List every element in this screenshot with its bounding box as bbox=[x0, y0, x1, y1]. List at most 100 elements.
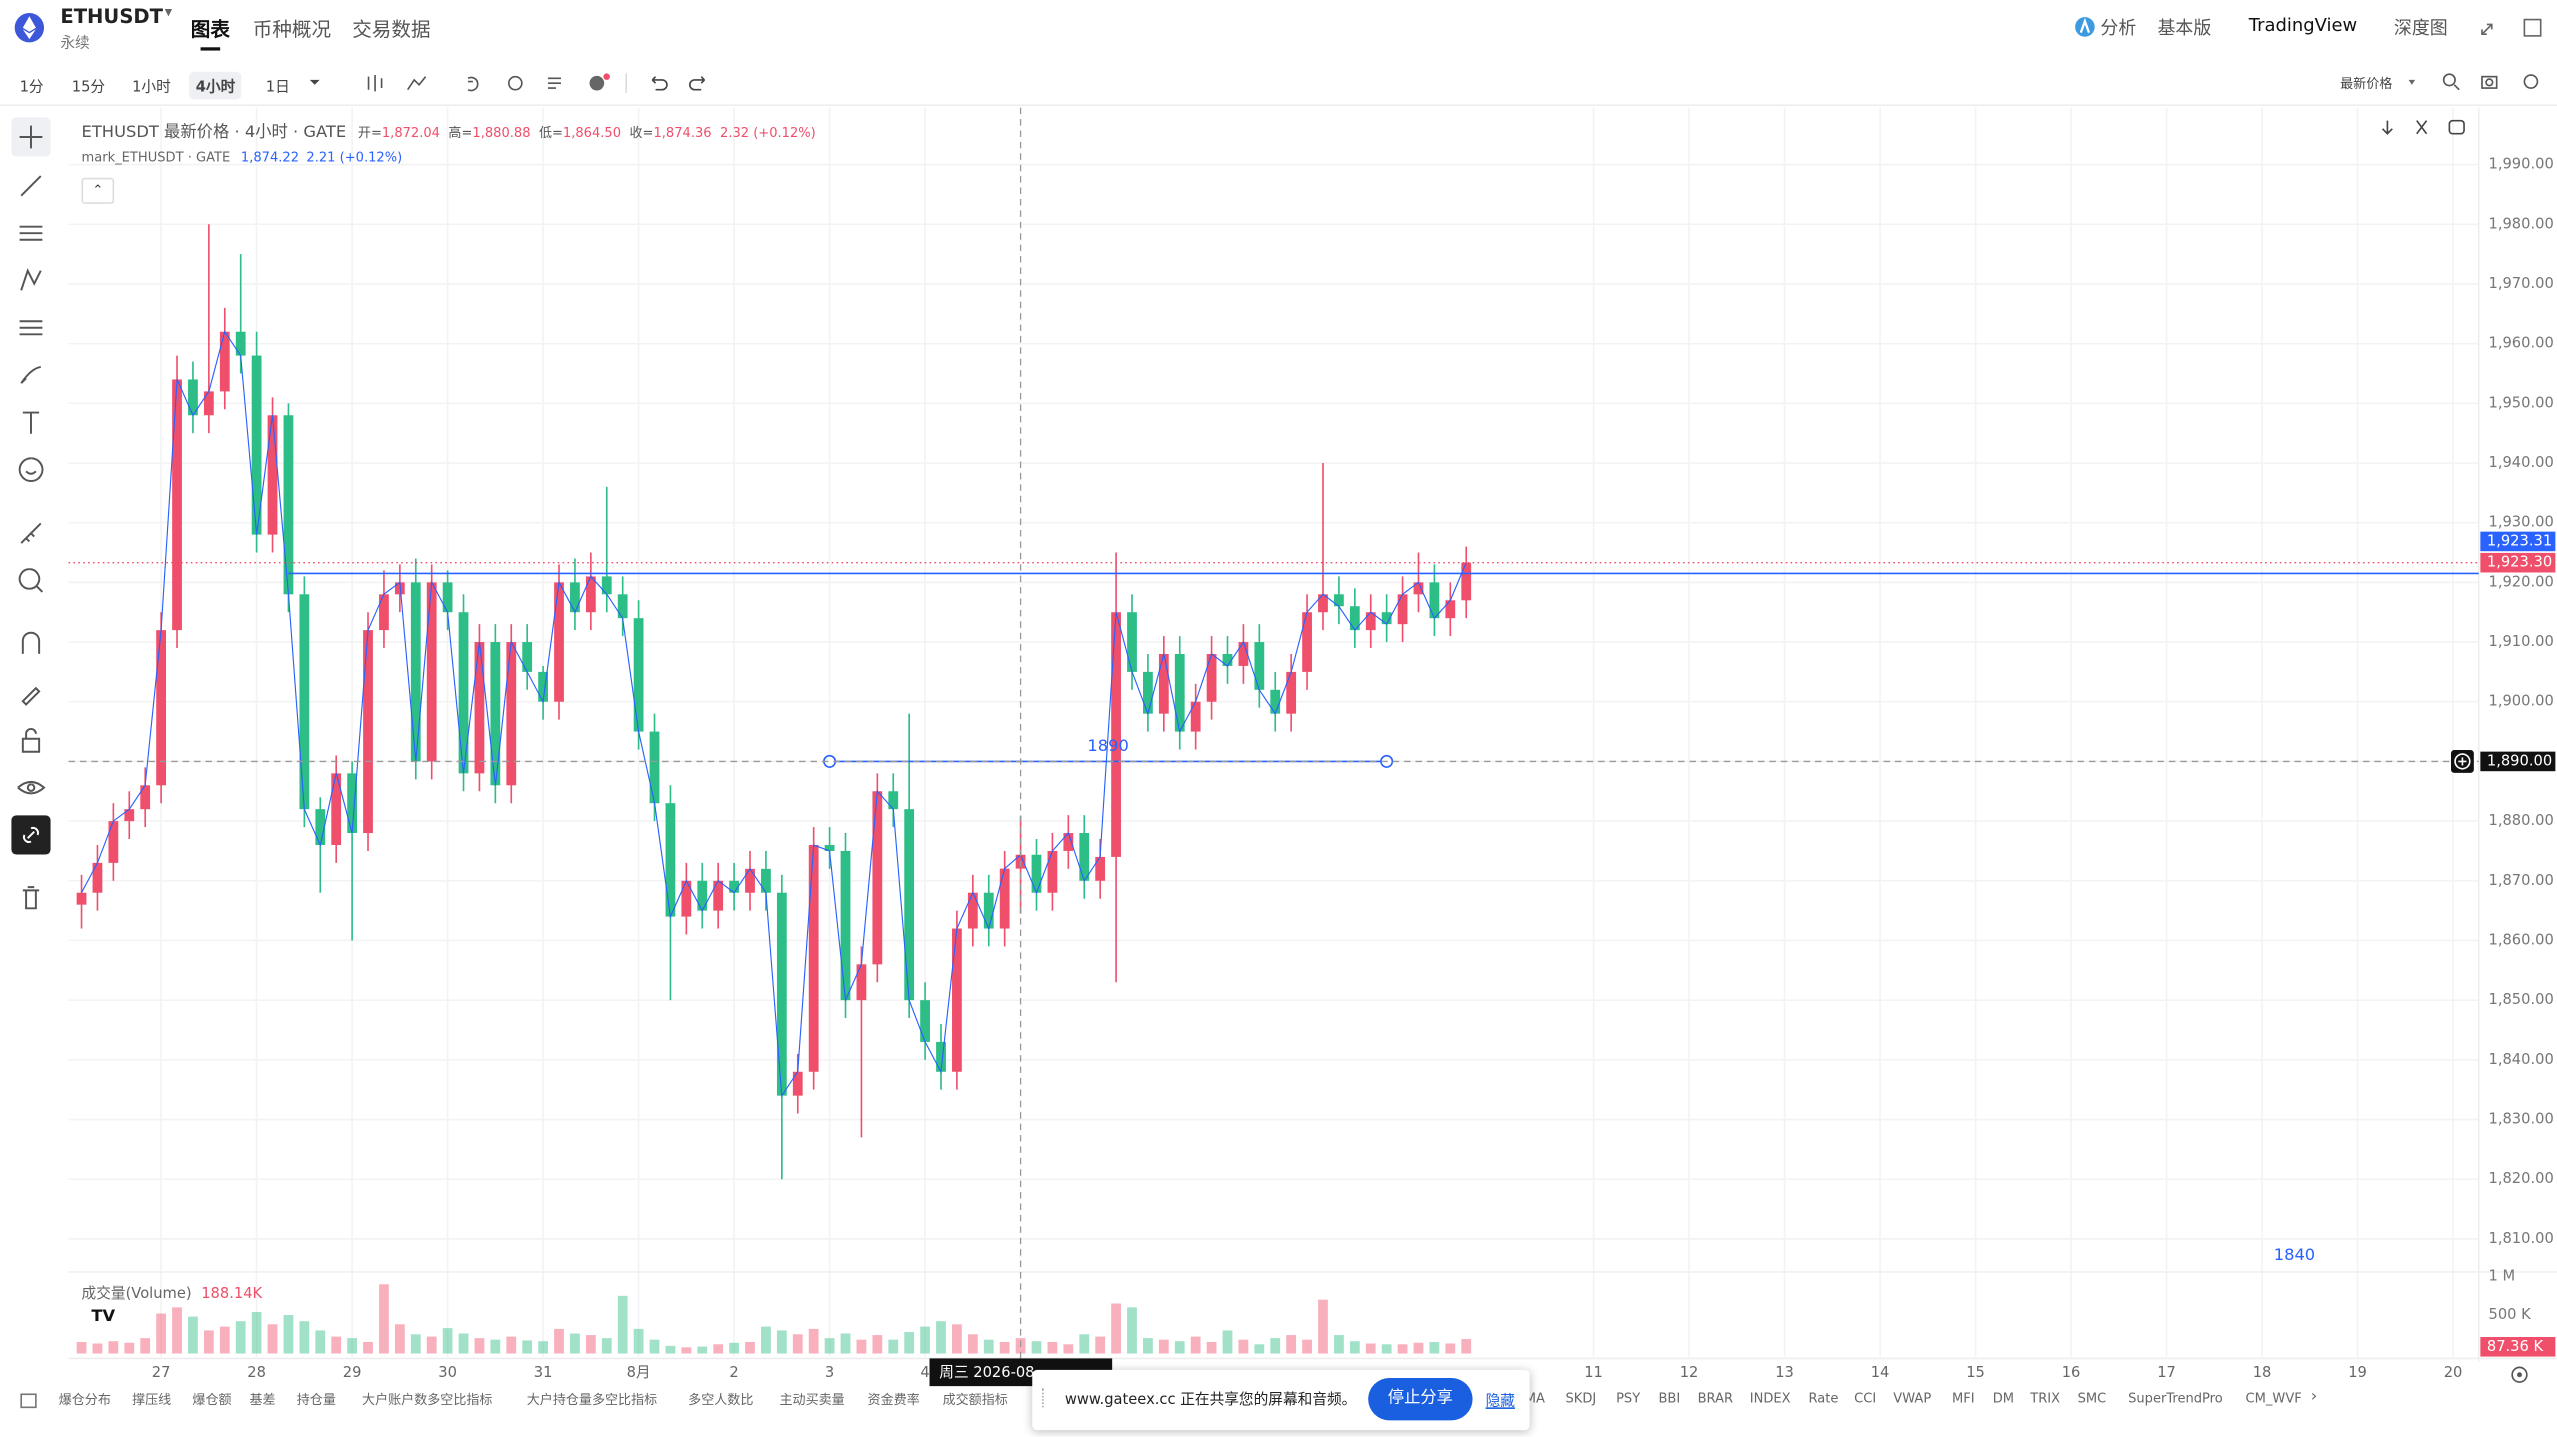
link[interactable]: TradingView bbox=[2248, 14, 2358, 36]
stop-share-button[interactable]: 停止分享 bbox=[1368, 1377, 1473, 1421]
calendar-icon[interactable] bbox=[20, 1391, 40, 1411]
settings-icon[interactable] bbox=[2508, 1363, 2531, 1386]
more-arrow[interactable]: › bbox=[2310, 1387, 2318, 1406]
volume-bar bbox=[936, 1321, 946, 1354]
tab[interactable]: 交易数据 bbox=[352, 17, 431, 41]
mark-price-line bbox=[81, 330, 1467, 1098]
indicator-tab[interactable]: BRAR bbox=[1697, 1391, 1734, 1406]
tool-button[interactable] bbox=[11, 877, 50, 916]
candle-body bbox=[347, 773, 358, 834]
interval[interactable]: 1日 bbox=[265, 79, 290, 97]
candle-body bbox=[840, 850, 851, 1001]
tool-button[interactable] bbox=[11, 166, 50, 205]
legend-open: 1,872.04 bbox=[381, 125, 440, 141]
tool-button[interactable] bbox=[11, 356, 50, 395]
volume-bar bbox=[1318, 1299, 1328, 1354]
indicator-tab[interactable]: Rate bbox=[1808, 1391, 1839, 1406]
symbol-caret[interactable]: ▾ bbox=[164, 4, 173, 22]
interval[interactable]: 15分 bbox=[71, 79, 106, 97]
divider bbox=[0, 104, 2557, 106]
indicator-tab[interactable]: SuperTrendPro bbox=[2128, 1391, 2223, 1406]
volume-bar bbox=[538, 1341, 548, 1354]
indicator-tab[interactable]: 持仓量 bbox=[296, 1392, 336, 1408]
link[interactable]: 基本版 bbox=[2157, 17, 2212, 40]
window-icons[interactable] bbox=[2479, 18, 2552, 38]
tool-button[interactable] bbox=[11, 261, 50, 300]
indicator-tab[interactable]: MA bbox=[1524, 1391, 1545, 1406]
indicator-tab[interactable]: 爆仓分布 bbox=[58, 1392, 111, 1408]
indicator-tab[interactable]: SKDJ bbox=[1565, 1391, 1597, 1406]
indicator-tab[interactable]: 主动买卖量 bbox=[779, 1392, 845, 1408]
tool-button[interactable] bbox=[11, 815, 51, 855]
price-source[interactable]: 最新价格 bbox=[2340, 76, 2393, 92]
x-tick-label: 27 bbox=[152, 1364, 171, 1381]
tab[interactable]: 图表 bbox=[190, 17, 230, 41]
candle-body bbox=[108, 821, 119, 863]
hide-link[interactable]: 隐藏 bbox=[1485, 1394, 1515, 1411]
interval[interactable]: 1分 bbox=[19, 79, 44, 97]
tool-button[interactable] bbox=[11, 214, 50, 253]
tool-button[interactable] bbox=[11, 561, 50, 600]
volume-bar bbox=[697, 1346, 708, 1354]
mark-change: 2.21 (+0.12%) bbox=[306, 150, 403, 165]
tool-button[interactable] bbox=[11, 625, 50, 664]
x-tick-label: 30 bbox=[438, 1364, 457, 1381]
indicator-tab[interactable]: 爆仓额 bbox=[192, 1392, 232, 1408]
indicator-tab[interactable]: MFI bbox=[1951, 1391, 1975, 1406]
tool-button[interactable] bbox=[11, 308, 50, 347]
indicator-tab[interactable]: CM_WVF bbox=[2245, 1391, 2302, 1406]
tool-button[interactable] bbox=[11, 450, 50, 489]
candle-body bbox=[379, 594, 389, 631]
tool-button[interactable] bbox=[11, 768, 50, 807]
indicator-tab[interactable]: 资金费率 bbox=[867, 1392, 920, 1408]
volume-bar bbox=[1334, 1335, 1344, 1354]
interval[interactable]: 1小时 bbox=[132, 79, 171, 97]
indicator-tab[interactable]: CCI bbox=[1854, 1391, 1877, 1406]
symbol[interactable]: ETHUSDT bbox=[60, 4, 164, 28]
tab[interactable]: 币种概况 bbox=[252, 17, 332, 41]
candle-body bbox=[1302, 612, 1312, 672]
indicator-tab[interactable]: VWAP bbox=[1893, 1391, 1932, 1406]
candle-body bbox=[1222, 653, 1233, 666]
drag-handle[interactable] bbox=[1042, 1387, 1047, 1408]
candle-body bbox=[458, 612, 469, 774]
volume-bar bbox=[347, 1338, 358, 1354]
toolbar-right-icons[interactable] bbox=[2404, 72, 2551, 92]
tool-button[interactable] bbox=[11, 117, 51, 157]
volume-bar bbox=[1047, 1341, 1058, 1354]
indicator-tab[interactable]: 多空人数比 bbox=[688, 1392, 754, 1408]
collapse-button[interactable]: ⌃ bbox=[81, 177, 115, 204]
indicator-tab[interactable]: 基差 bbox=[249, 1392, 276, 1408]
toolbar-icons[interactable] bbox=[303, 72, 711, 95]
indicator-tab[interactable]: INDEX bbox=[1749, 1391, 1791, 1406]
indicator-tab[interactable]: 成交额指标 bbox=[942, 1392, 1008, 1408]
indicator-tab[interactable]: 撑压线 bbox=[132, 1392, 172, 1408]
interval[interactable]: 4小时 bbox=[189, 71, 242, 100]
tool-icon bbox=[17, 780, 46, 795]
indicator-tab[interactable]: 大户账户数多空比指标 bbox=[362, 1392, 493, 1408]
candle-body bbox=[1206, 653, 1217, 702]
indicator-tab[interactable]: BBI bbox=[1658, 1391, 1681, 1406]
candle-body bbox=[1238, 642, 1249, 666]
volume-bar bbox=[1365, 1343, 1376, 1354]
legend-main: ETHUSDT 最新价格 · 4小时 · GATE 开=1,872.04 高=1… bbox=[82, 117, 816, 142]
tool-button[interactable] bbox=[11, 403, 50, 442]
tool-button[interactable] bbox=[11, 673, 50, 712]
volume-bar bbox=[251, 1311, 262, 1354]
candle-body bbox=[1429, 582, 1440, 619]
indicator-tab[interactable]: SMC bbox=[2077, 1391, 2107, 1406]
candle-body bbox=[331, 773, 342, 845]
tool-button[interactable] bbox=[11, 514, 50, 553]
candle-body bbox=[1127, 612, 1137, 672]
indicator-tab[interactable]: DM bbox=[1992, 1391, 2015, 1406]
indicator-tab[interactable]: TRIX bbox=[2030, 1391, 2061, 1406]
link[interactable]: 深度图 bbox=[2393, 17, 2448, 40]
pane-icons[interactable] bbox=[2373, 116, 2474, 139]
drawing-text: 1840 bbox=[2274, 1245, 2315, 1264]
link[interactable]: 分析 bbox=[2100, 17, 2137, 40]
tool-button[interactable] bbox=[11, 721, 50, 760]
indicator-tab[interactable]: PSY bbox=[1616, 1391, 1641, 1406]
volume-bar bbox=[1397, 1344, 1408, 1354]
indicator-tab[interactable]: 大户持仓量多空比指标 bbox=[526, 1392, 658, 1408]
eth-logo bbox=[14, 13, 45, 43]
